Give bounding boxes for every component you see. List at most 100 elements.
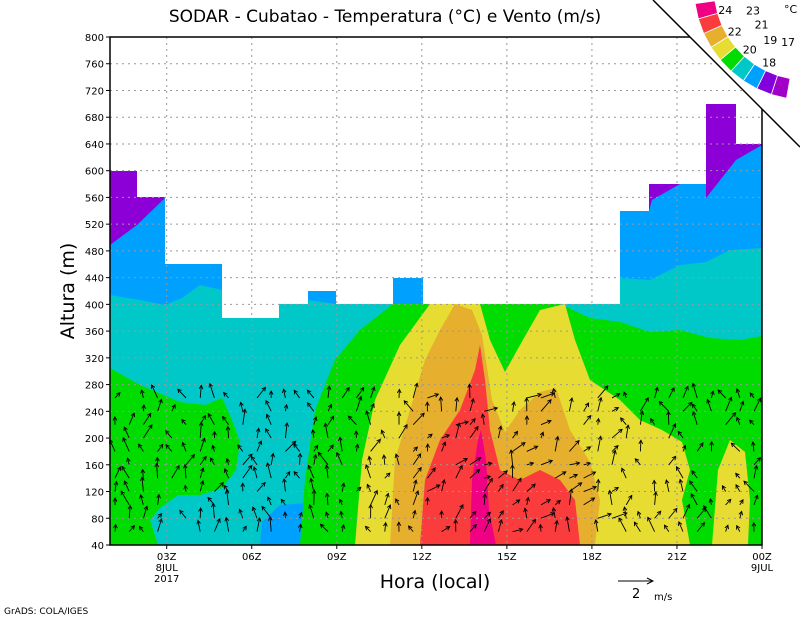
wind-arrow: [498, 470, 508, 479]
wind-arrow: [691, 470, 698, 479]
wind-arrow-head: [336, 451, 341, 457]
wind-arrow-head: [376, 438, 381, 444]
wind-arrow: [412, 480, 417, 492]
wind-arrow: [142, 405, 145, 412]
x-tick-label: 21Z: [667, 552, 687, 563]
wind-arrow-head: [456, 422, 461, 428]
wind-arrow: [749, 392, 755, 399]
wind-arrow: [554, 500, 561, 506]
wind-arrow: [283, 389, 286, 399]
wind-arrow: [381, 430, 386, 439]
wind-arrow: [151, 384, 159, 399]
wind-arrow-head: [620, 417, 625, 422]
wind-arrow-head: [458, 464, 463, 470]
wind-arrow: [256, 482, 266, 492]
wind-arrow: [526, 462, 534, 466]
wind-arrow-head: [592, 485, 598, 491]
wind-arrow: [540, 432, 544, 439]
wind-arrow: [735, 484, 741, 492]
wind-arrow-head: [380, 429, 385, 435]
wind-arrow-head: [731, 412, 737, 417]
wind-arrow-head: [471, 418, 476, 423]
y-tick-label: 600: [85, 167, 104, 178]
wind-arrow-head: [677, 430, 683, 436]
wind-arrow-head: [531, 483, 536, 489]
wind-arrow: [692, 383, 698, 399]
wind-arrow: [269, 517, 272, 532]
wind-arrow-head: [678, 478, 684, 484]
wind-arrow-head: [486, 511, 491, 517]
wind-arrow-head: [165, 430, 170, 435]
wind-arrow-head: [181, 441, 186, 447]
wind-arrow-head: [754, 494, 759, 500]
wind-arrow-head: [441, 441, 447, 447]
wind-arrow-head: [537, 392, 543, 398]
wind-arrow-head: [371, 386, 376, 391]
wind-arrow-head: [598, 396, 603, 402]
wind-arrow-head: [345, 386, 350, 392]
wind-arrow-head: [113, 480, 119, 486]
wind-arrow: [261, 506, 272, 519]
wind-arrow-head: [311, 489, 317, 494]
wind-arrow-head: [628, 494, 633, 500]
wind-arrow: [568, 397, 573, 412]
wind-arrow-head: [651, 479, 657, 485]
wind-arrow: [157, 494, 160, 505]
wind-arrow: [226, 490, 230, 505]
wind-arrow-head: [200, 467, 205, 473]
wind-arrow-head: [597, 435, 603, 441]
wind-arrow: [185, 454, 195, 466]
wind-arrow: [497, 519, 503, 532]
wind-arrow: [223, 392, 229, 399]
wind-arrow: [668, 508, 678, 519]
wind-arrow: [512, 431, 518, 439]
wind-arrow: [427, 467, 436, 479]
wind-arrow: [121, 466, 130, 479]
wind-arrow-head: [475, 468, 481, 474]
wind-arrow-head: [123, 426, 128, 432]
wind-arrow-head: [324, 511, 330, 517]
x-tick-label: 8JUL: [156, 563, 179, 574]
wind-arrow-head: [156, 493, 161, 499]
wind-arrow-head: [340, 523, 346, 529]
wind-arrow-head: [357, 395, 363, 401]
wind-arrow-head: [338, 498, 344, 504]
wind-arrow-head: [710, 390, 715, 396]
wind-arrow: [157, 444, 164, 452]
wind-arrow-head: [222, 415, 227, 421]
wind-arrow-head: [347, 415, 353, 421]
wind-arrow: [679, 479, 684, 492]
wind-arrow-head: [340, 482, 346, 488]
wind-arrow: [127, 458, 130, 465]
wind-arrow: [120, 490, 130, 506]
plot-frame: [109, 36, 763, 546]
wind-arrow: [455, 421, 469, 426]
wind-arrow: [739, 499, 744, 506]
wind-arrow-head: [561, 471, 567, 476]
wind-arrow-head: [476, 457, 482, 462]
wind-arrow: [703, 505, 712, 519]
wind-arrow: [753, 457, 761, 466]
wind-arrow: [568, 489, 572, 505]
wind-arrow: [128, 413, 135, 425]
wind-arrow: [752, 441, 755, 452]
wind-arrow-head: [223, 391, 228, 397]
wind-arrow-head: [364, 464, 370, 469]
wind-arrow-head: [533, 445, 539, 450]
wind-arrow: [412, 446, 418, 452]
wind-arrow-head: [158, 398, 163, 404]
wind-arrow-head: [622, 511, 628, 517]
wind-arrow: [124, 480, 130, 492]
wind-arrow-head: [308, 503, 313, 509]
wind-arrow: [524, 508, 528, 519]
wind-arrow: [482, 414, 485, 425]
wind-arrow: [412, 490, 419, 506]
wind-arrow-head: [270, 452, 275, 458]
wind-arrow: [497, 426, 502, 439]
wind-arrow: [320, 523, 329, 532]
wind-arrow-head: [138, 443, 143, 449]
wind-arrow: [735, 473, 741, 479]
wind-arrow: [441, 441, 446, 452]
wind-arrow: [597, 397, 602, 412]
wind-arrow-head: [607, 489, 613, 495]
